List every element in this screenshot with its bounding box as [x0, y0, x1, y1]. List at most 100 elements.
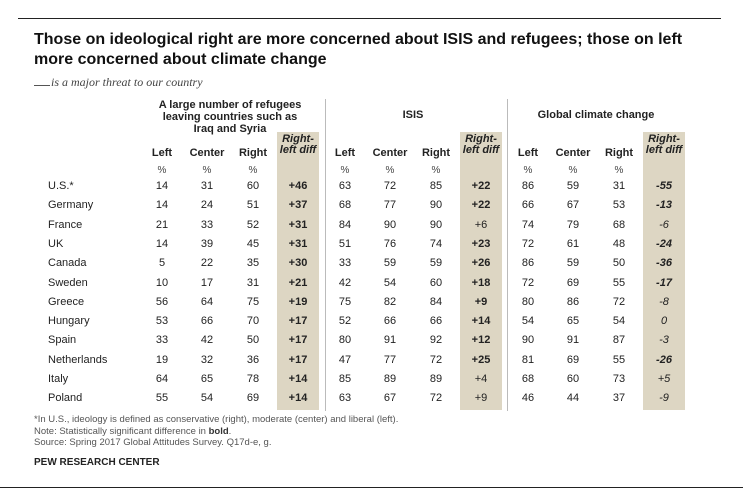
table-cell: 31 [612, 180, 626, 192]
country-label: Netherlands [48, 353, 108, 366]
diff-value: -9 [659, 392, 669, 405]
org-name: PEW RESEARCH CENTER [34, 457, 160, 468]
table-cell: 86 [521, 180, 535, 192]
footnote-source: Source: Spring 2017 Global Attitudes Sur… [34, 437, 272, 448]
table-cell: 44 [566, 392, 580, 405]
table-cell: 77 [383, 199, 397, 212]
group-header: ISIS [402, 109, 424, 121]
subtitle-text: is a major threat to our country [51, 75, 203, 89]
column-header: Center [372, 147, 408, 159]
diff-value: -55 [656, 180, 672, 192]
table-cell: 72 [383, 180, 397, 192]
diff-value: +5 [657, 373, 671, 385]
unit-label: % [157, 165, 167, 176]
table-cell: 68 [612, 218, 626, 231]
country-label: Spain [48, 334, 77, 347]
table-cell: 56 [155, 295, 169, 308]
table-cell: 22 [200, 257, 214, 270]
diff-value: +14 [471, 315, 491, 328]
table-cell: 90 [429, 199, 443, 212]
column-header: Center [555, 147, 591, 159]
column-header: Right [604, 147, 634, 159]
diff-value: -26 [656, 353, 672, 366]
diff-value: -24 [656, 237, 672, 250]
table-cell: 42 [338, 276, 352, 289]
table-cell: 90 [429, 218, 443, 231]
group-header: Global climate change [537, 109, 655, 121]
table-cell: 72 [521, 276, 535, 289]
table-cell: 67 [566, 199, 580, 212]
table-cell: 86 [521, 257, 535, 270]
diff-value: +9 [474, 295, 488, 308]
diff-value: +30 [288, 257, 308, 270]
top-rule [18, 18, 721, 19]
unit-label: % [431, 165, 441, 176]
table-cell: 92 [429, 334, 443, 347]
diff-value: +46 [288, 180, 308, 192]
table-cell: 54 [383, 276, 397, 289]
footnote-significance: Note: Statistically significant differen… [34, 425, 232, 437]
table-cell: 47 [338, 353, 352, 366]
table-cell: 91 [383, 334, 397, 347]
table-cell: 80 [521, 295, 535, 308]
table-cell: 14 [155, 180, 169, 192]
diff-value: +19 [288, 295, 308, 308]
diff-value: +22 [471, 180, 491, 192]
chart-title: Those on ideological right are more conc… [34, 31, 683, 68]
table-cell: 74 [521, 218, 535, 231]
group-divider [507, 99, 508, 411]
diff-column-shade [460, 132, 502, 410]
unit-label: % [248, 165, 258, 176]
table-cell: 84 [338, 218, 352, 231]
country-label: France [48, 218, 83, 231]
diff-column-header: Right-left diff [462, 133, 500, 156]
table-cell: 64 [200, 295, 214, 308]
country-label: UK [48, 237, 64, 250]
table-cell: 50 [612, 257, 626, 270]
table-cell: 32 [200, 353, 214, 366]
table-cell: 67 [383, 392, 397, 405]
table-cell: 72 [429, 392, 443, 405]
table-cell: 79 [566, 218, 580, 231]
table-cell: 54 [521, 315, 535, 328]
unit-label: % [523, 165, 533, 176]
table-cell: 35 [246, 257, 260, 270]
diff-value: 0 [660, 315, 668, 328]
table-cell: 86 [566, 295, 580, 308]
diff-value: -3 [659, 334, 669, 347]
table-cell: 85 [338, 373, 352, 385]
table-cell: 59 [566, 257, 580, 270]
table-cell: 63 [338, 180, 352, 192]
diff-column-header: Right-left diff [645, 133, 683, 156]
table-cell: 37 [612, 392, 626, 405]
table-cell: 77 [383, 353, 397, 366]
group-header: A large number of refugees leaving count… [158, 99, 302, 135]
column-header: Right [421, 147, 451, 159]
country-label: Poland [48, 392, 83, 405]
table-cell: 53 [612, 199, 626, 212]
table-cell: 66 [200, 315, 214, 328]
column-header: Left [334, 147, 356, 159]
diff-value: +22 [471, 199, 491, 212]
country-label: Canada [48, 257, 87, 270]
table-cell: 51 [246, 199, 260, 212]
table-cell: 90 [383, 218, 397, 231]
diff-column-header: Right-left diff [279, 133, 317, 156]
table-cell: 36 [246, 353, 260, 366]
table-cell: 42 [200, 334, 214, 347]
diff-value: +17 [288, 334, 308, 347]
table-cell: 31 [200, 180, 214, 192]
table-cell: 72 [612, 295, 626, 308]
diff-value: +18 [471, 276, 491, 289]
column-header: Left [151, 147, 173, 159]
diff-value: +17 [288, 353, 308, 366]
diff-value: +31 [288, 218, 308, 231]
diff-value: +17 [288, 315, 308, 328]
table-cell: 90 [521, 334, 535, 347]
table-cell: 78 [246, 373, 260, 385]
diff-value: +12 [471, 334, 491, 347]
table-cell: 60 [246, 180, 260, 192]
table-cell: 81 [521, 353, 535, 366]
table-cell: 69 [566, 276, 580, 289]
bottom-rule [0, 487, 743, 488]
